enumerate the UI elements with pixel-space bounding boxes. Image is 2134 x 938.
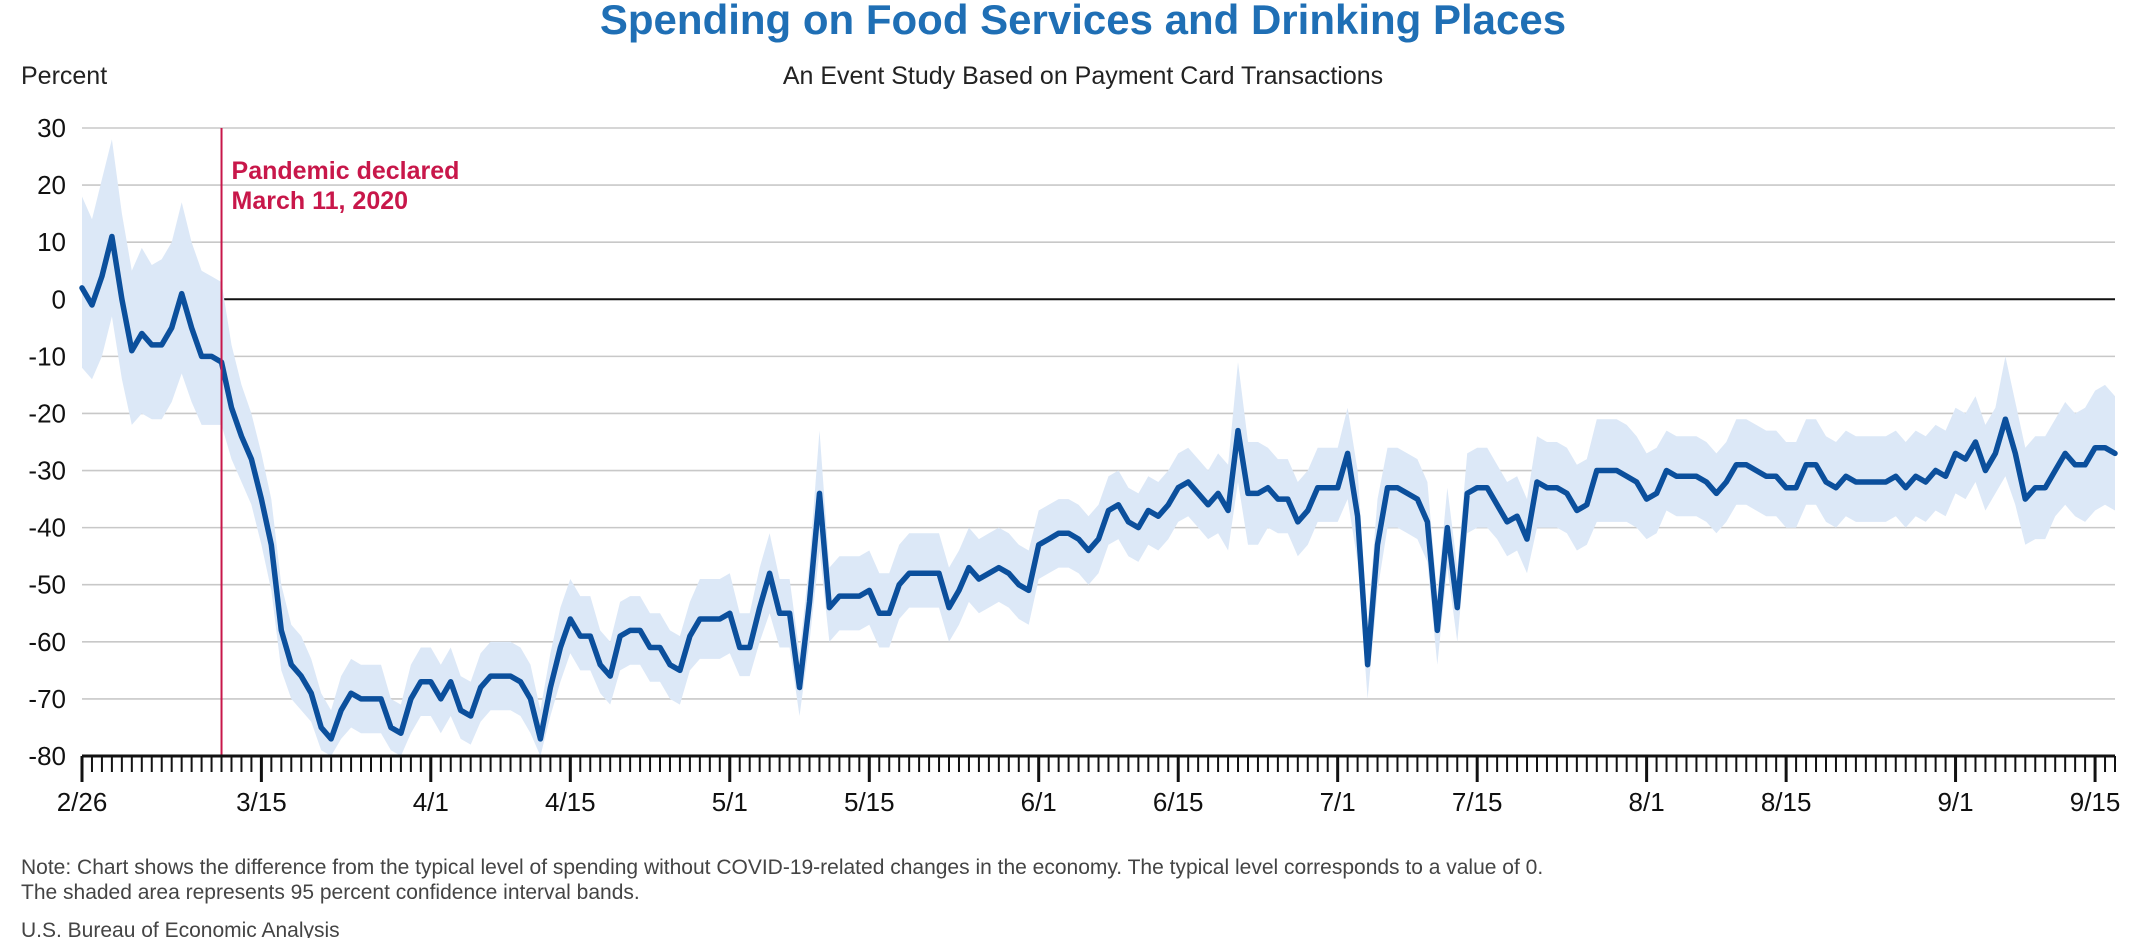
x-tick-label: 7/15: [1452, 787, 1503, 817]
y-tick-label: -60: [28, 627, 66, 657]
chart-title: Spending on Food Services and Drinking P…: [600, 0, 1566, 43]
y-tick-label: -10: [28, 341, 66, 371]
y-tick-label: -40: [28, 513, 66, 543]
x-tick-label: 6/15: [1153, 787, 1204, 817]
x-tick-label: 2/26: [57, 787, 108, 817]
x-tick-label: 8/15: [1761, 787, 1812, 817]
y-tick-label: -20: [28, 398, 66, 428]
x-tick-label: 5/15: [844, 787, 895, 817]
event-label-line-1: Pandemic declared: [232, 157, 460, 185]
x-tick-label: 4/15: [545, 787, 596, 817]
note-line-1: Note: Chart shows the difference from th…: [21, 856, 1543, 879]
x-tick-label: 8/1: [1629, 787, 1665, 817]
x-tick-label: 9/1: [1937, 787, 1973, 817]
x-tick-label: 9/15: [2070, 787, 2121, 817]
y-tick-label: 30: [37, 113, 66, 143]
x-tick-label: 4/1: [413, 787, 449, 817]
x-tick-label: 3/15: [236, 787, 287, 817]
y-tick-label: -50: [28, 570, 66, 600]
series-line: [79, 233, 2118, 742]
event-label-line-2: March 11, 2020: [232, 187, 409, 215]
y-tick-label: 10: [37, 227, 66, 257]
y-tick-label: -30: [28, 456, 66, 486]
x-tick-label: 7/1: [1320, 787, 1356, 817]
x-axis: 2/26 3/15 4/1 4/15 5/1 5/15 6/1 6/15 7/1 7/15 8/1 8…: [57, 754, 2121, 817]
note-line-2: The shaded area represents 95 percent co…: [21, 881, 640, 904]
y-tick-label: -80: [28, 741, 66, 771]
chart-subtitle: An Event Study Based on Payment Card Tra…: [783, 62, 1383, 90]
y-axis-label: Percent: [21, 62, 107, 90]
x-tick-label: 6/1: [1021, 787, 1057, 817]
y-tick-label: 20: [37, 170, 66, 200]
y-tick-label: -70: [28, 684, 66, 714]
series-layer: [79, 233, 2118, 742]
confidence-band: [82, 139, 2115, 756]
y-tick-label: 0: [52, 284, 66, 314]
source-credit: U.S. Bureau of Economic Analysis: [21, 919, 340, 938]
confidence-band-layer: [82, 139, 2115, 756]
x-tick-label: 5/1: [712, 787, 748, 817]
